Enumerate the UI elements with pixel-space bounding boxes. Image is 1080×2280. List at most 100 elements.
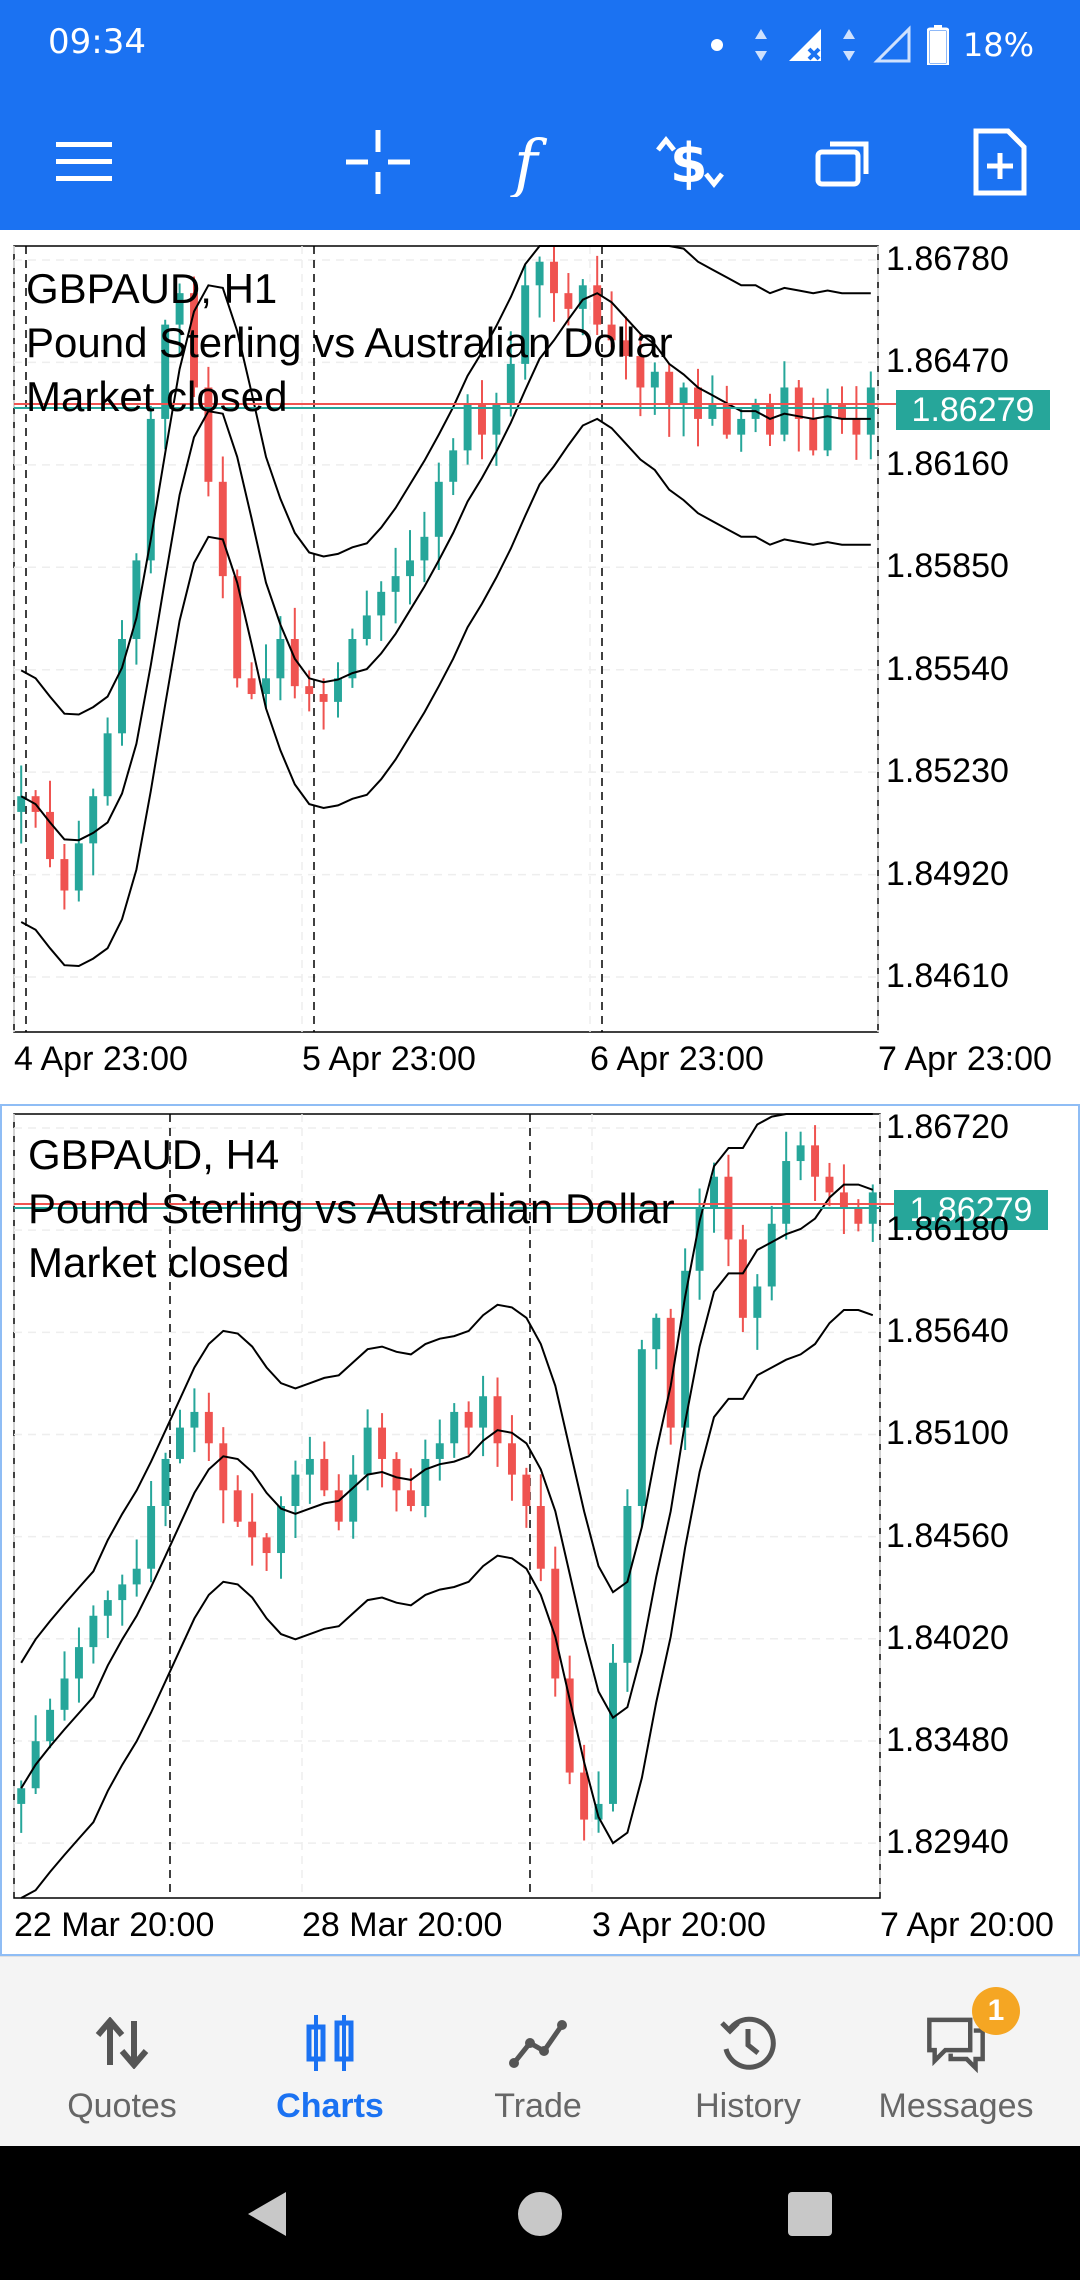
windows-button[interactable] bbox=[802, 120, 886, 204]
candle-bear bbox=[593, 285, 602, 325]
bollinger-lower bbox=[20, 417, 871, 968]
candle-bull bbox=[132, 560, 141, 639]
nav-trade[interactable]: Trade bbox=[438, 1957, 638, 2147]
y-tick-label: 1.82940 bbox=[886, 1823, 1009, 1862]
chart-symbol: GBPAUD, H1 bbox=[26, 265, 278, 312]
top-toolbar: f $ bbox=[0, 90, 1080, 230]
candle-bull bbox=[175, 293, 184, 325]
candle-bull bbox=[74, 1647, 83, 1679]
candle-bear bbox=[551, 1568, 560, 1679]
nav-history[interactable]: History bbox=[648, 1957, 848, 2147]
nav-label: Charts bbox=[276, 2087, 384, 2125]
y-tick-label: 1.84610 bbox=[886, 957, 1009, 996]
candle-bear bbox=[809, 418, 818, 451]
crosshair-button[interactable] bbox=[336, 120, 420, 204]
new-order-button[interactable]: $ bbox=[648, 120, 732, 204]
new-document-icon bbox=[973, 128, 1027, 196]
back-triangle-icon bbox=[248, 2192, 286, 2236]
candle-bull bbox=[679, 387, 688, 404]
candle-bear bbox=[262, 1537, 271, 1554]
candle-bull bbox=[305, 1458, 314, 1475]
candle-bull bbox=[161, 1458, 170, 1506]
chart-panel-h4[interactable]: GBPAUD, H4 Pound Sterling vs Australian … bbox=[0, 1104, 1080, 1956]
candle-bull bbox=[190, 1411, 199, 1428]
bollinger-upper bbox=[20, 1113, 873, 1664]
current-price-tag: 1.86279 bbox=[894, 1190, 1048, 1230]
home-button[interactable] bbox=[510, 2184, 570, 2244]
x-tick-label: 6 Apr 23:00 bbox=[590, 1040, 764, 1078]
candle-bear bbox=[854, 1208, 863, 1224]
candle-bear bbox=[665, 371, 674, 404]
nav-quotes[interactable]: Quotes bbox=[22, 1957, 222, 2147]
chart-panel-h1[interactable]: GBPAUD, H1 Pound Sterling vs Australian … bbox=[0, 232, 1080, 1104]
candle-bull bbox=[637, 1349, 646, 1506]
bollinger-middle bbox=[20, 1183, 874, 1789]
candle-bull bbox=[334, 678, 342, 702]
chart-canvas-h1[interactable] bbox=[0, 232, 1080, 1104]
candle-bull bbox=[434, 481, 443, 537]
bollinger-upper bbox=[20, 245, 871, 716]
bottom-nav: Quotes Charts Trade History Messages 1 bbox=[0, 1956, 1080, 2146]
candle-bull bbox=[780, 387, 789, 435]
candle-bull bbox=[421, 1458, 430, 1506]
bollinger-lower bbox=[20, 1309, 874, 1899]
candle-bull bbox=[708, 403, 717, 419]
trade-line-icon bbox=[509, 2020, 567, 2068]
candle-bear bbox=[522, 1474, 531, 1506]
signal-x-icon bbox=[788, 29, 821, 61]
candle-bear bbox=[320, 1458, 329, 1491]
candle-bear bbox=[290, 639, 299, 687]
candle-bear bbox=[839, 1192, 848, 1209]
candle-bear bbox=[580, 1772, 589, 1820]
candle-bull bbox=[377, 591, 386, 616]
candle-bull bbox=[823, 403, 832, 451]
candle-bear bbox=[607, 324, 616, 341]
candle-bear bbox=[838, 403, 846, 419]
x-tick-label: 5 Apr 23:00 bbox=[302, 1040, 476, 1078]
nav-charts[interactable]: Charts bbox=[230, 1957, 430, 2147]
battery-icon bbox=[926, 25, 949, 65]
candle-bear bbox=[305, 686, 314, 695]
y-tick-label: 1.86720 bbox=[886, 1108, 1009, 1146]
chart-symbol: GBPAUD, H4 bbox=[28, 1131, 280, 1178]
svg-text:f: f bbox=[510, 127, 548, 197]
current-price-tag: 1.86279 bbox=[896, 390, 1050, 430]
candle-bear bbox=[666, 1317, 675, 1428]
candle-bull bbox=[710, 1176, 718, 1209]
candle-bull bbox=[362, 615, 371, 639]
indicators-button[interactable]: f bbox=[492, 120, 576, 204]
candle-bull bbox=[277, 1506, 285, 1554]
back-button[interactable] bbox=[236, 2184, 296, 2244]
battery-percent: 18% bbox=[962, 26, 1034, 64]
candle-bull bbox=[866, 387, 875, 435]
candle-bull bbox=[46, 1709, 55, 1742]
candle-bull bbox=[132, 1568, 141, 1585]
plot-area bbox=[13, 1113, 881, 1899]
candle-bull bbox=[650, 371, 659, 388]
candle-bull bbox=[118, 639, 126, 734]
x-tick-label: 22 Mar 20:00 bbox=[14, 1906, 215, 1944]
candle-bull bbox=[349, 1474, 358, 1522]
y-tick-label: 1.84920 bbox=[886, 854, 1009, 893]
new-document-button[interactable] bbox=[958, 120, 1042, 204]
y-tick-label: 1.86160 bbox=[886, 444, 1009, 483]
candle-bear bbox=[622, 340, 630, 357]
candle-bull bbox=[681, 1270, 690, 1428]
nav-messages[interactable]: Messages 1 bbox=[856, 1957, 1056, 2147]
candle-bull bbox=[578, 285, 587, 309]
candle-bear bbox=[550, 261, 558, 294]
messages-chat-icon bbox=[927, 2017, 985, 2074]
candle-bear bbox=[507, 1443, 516, 1475]
recents-button[interactable] bbox=[780, 2184, 840, 2244]
candle-bear bbox=[204, 1411, 213, 1444]
data-arrows-icon bbox=[754, 29, 767, 61]
chart-canvas-h4[interactable] bbox=[2, 1106, 1078, 1954]
candle-bull bbox=[594, 1803, 603, 1820]
y-tick-label: 1.83480 bbox=[886, 1720, 1009, 1759]
candle-bear bbox=[233, 1490, 242, 1522]
indicators-f-icon: f bbox=[510, 127, 548, 197]
candle-bull bbox=[103, 733, 112, 797]
menu-button[interactable] bbox=[42, 120, 126, 204]
y-tick-label: 1.85640 bbox=[886, 1312, 1009, 1351]
data-arrows-icon bbox=[842, 29, 855, 61]
